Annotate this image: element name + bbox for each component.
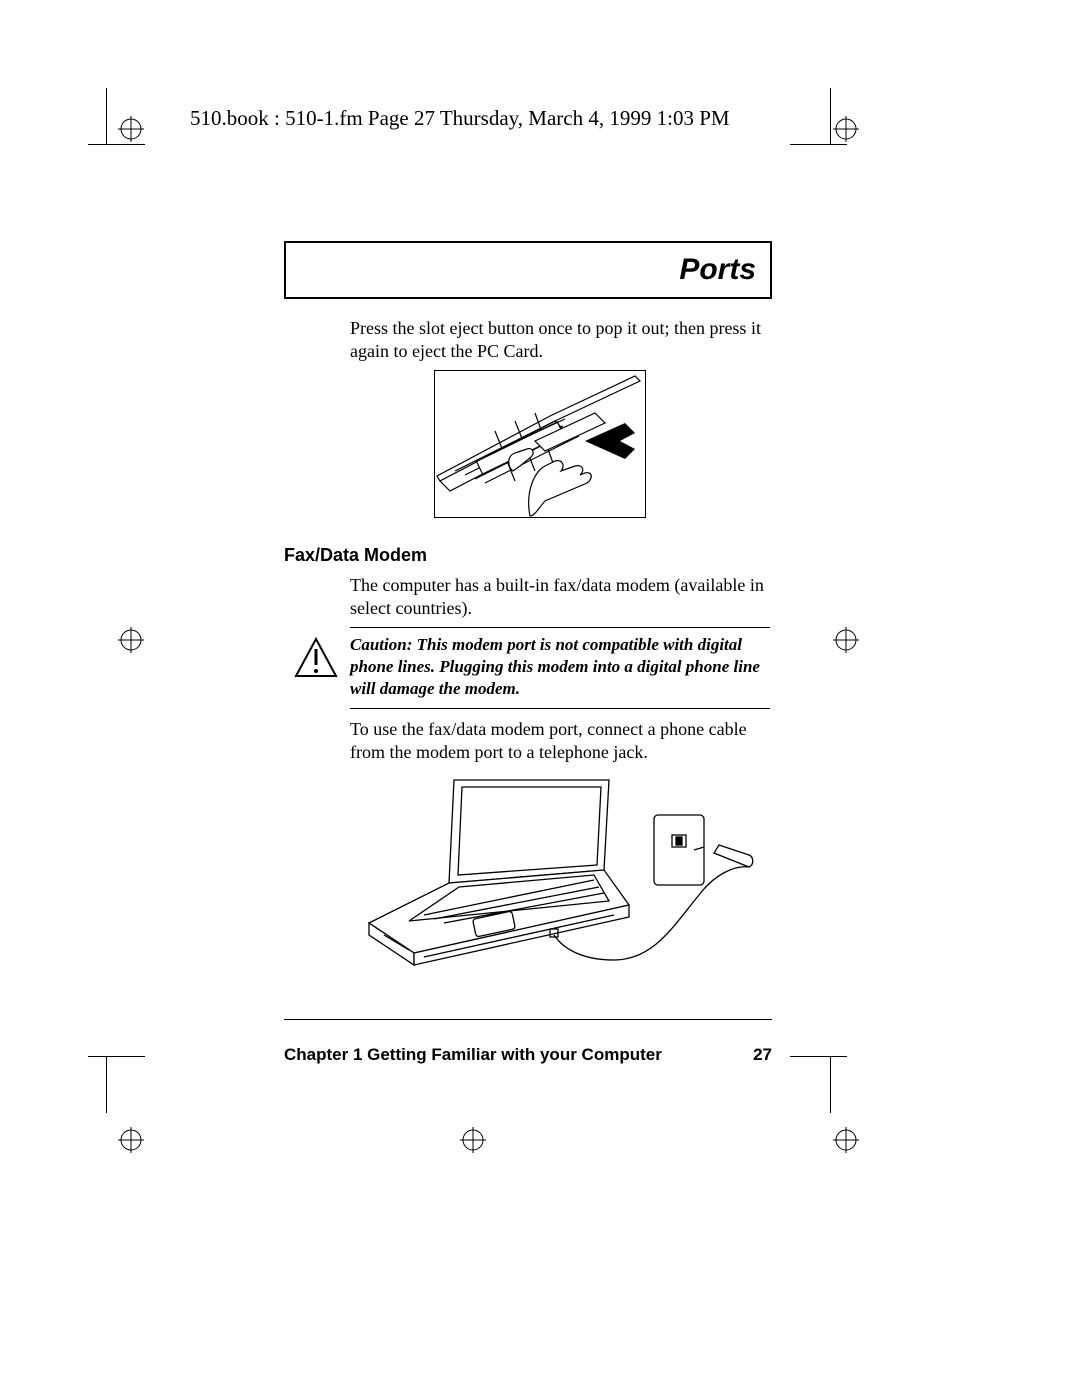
frame-line <box>830 1056 831 1113</box>
page-header-line: 510.book : 510-1.fm Page 27 Thursday, Ma… <box>190 106 730 131</box>
footer-page-number: 27 <box>753 1045 772 1065</box>
crop-mark-icon <box>460 1127 486 1153</box>
crop-mark-icon <box>833 116 859 142</box>
body-paragraph: The computer has a built-in fax/data mod… <box>350 574 770 620</box>
crop-mark-icon <box>833 1127 859 1153</box>
frame-line <box>106 1056 107 1113</box>
frame-line <box>88 144 145 145</box>
frame-line <box>88 1056 145 1057</box>
page-footer: Chapter 1 Getting Familiar with your Com… <box>284 1045 772 1065</box>
subheading-fax-data-modem: Fax/Data Modem <box>284 545 427 566</box>
body-paragraph: To use the fax/data modem port, connect … <box>350 718 770 764</box>
footer-divider <box>284 1019 772 1020</box>
frame-line <box>830 88 831 145</box>
divider <box>350 627 770 628</box>
divider <box>350 708 770 709</box>
crop-mark-icon <box>833 627 859 653</box>
frame-line <box>106 88 107 145</box>
figure-pc-card-eject <box>434 370 646 518</box>
crop-mark-icon <box>118 627 144 653</box>
body-paragraph: Press the slot eject button once to pop … <box>350 317 770 363</box>
caution-icon <box>294 636 338 680</box>
crop-mark-icon <box>118 116 144 142</box>
caution-block: Caution: This modem port is not compatib… <box>350 627 770 709</box>
crop-mark-icon <box>118 1127 144 1153</box>
frame-line <box>790 1056 847 1057</box>
caution-text: Caution: This modem port is not compatib… <box>350 634 770 700</box>
section-title: Ports <box>679 253 756 287</box>
frame-line <box>790 144 847 145</box>
footer-chapter: Chapter 1 Getting Familiar with your Com… <box>284 1045 662 1065</box>
section-title-box: Ports <box>284 241 772 299</box>
figure-modem-cable <box>354 775 764 981</box>
